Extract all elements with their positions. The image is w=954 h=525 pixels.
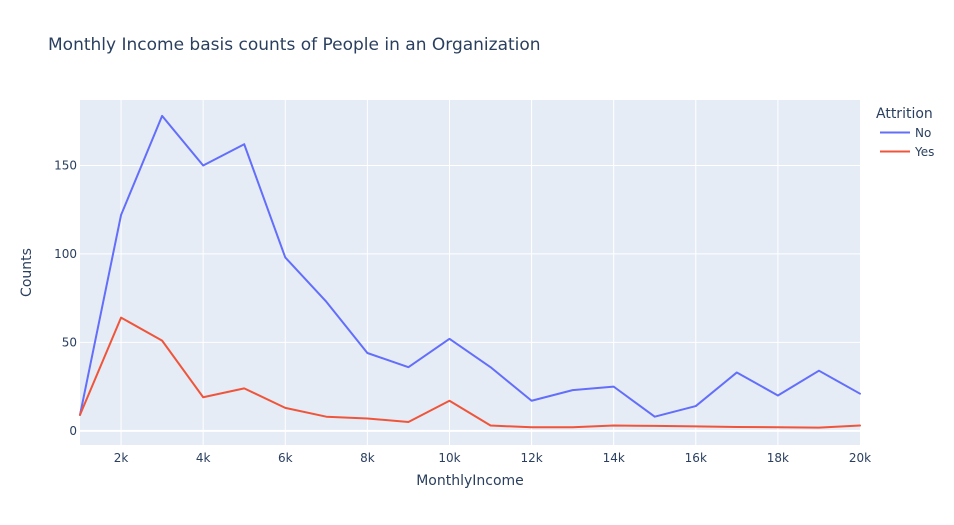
plot-area	[80, 100, 860, 445]
legend-items: No Yes	[880, 126, 934, 159]
y-tick-label: 0	[69, 424, 77, 438]
x-tick-label: 16k	[685, 451, 707, 465]
x-tick-label: 6k	[278, 451, 293, 465]
y-gridlines	[80, 164, 860, 432]
series-line-no	[79, 114, 861, 418]
legend-item-yes[interactable]: Yes	[880, 145, 934, 159]
series-line-yes	[79, 316, 861, 429]
x-tick-label: 8k	[360, 451, 375, 465]
x-axis-ticks: 2k 4k 6k 8k 10k 12k 14k 16k 18k 20k	[114, 451, 871, 465]
legend: Attrition No Yes	[876, 106, 934, 159]
y-tick-label: 50	[62, 335, 77, 349]
x-axis-title: MonthlyIncome	[416, 473, 524, 489]
legend-title: Attrition	[876, 106, 933, 122]
chart-title: Monthly Income basis counts of People in…	[48, 35, 541, 55]
x-tick-label: 18k	[767, 451, 789, 465]
x-tick-label: 4k	[196, 451, 211, 465]
x-tick-label: 10k	[438, 451, 460, 465]
series-layer	[79, 114, 861, 429]
x-tick-label: 14k	[603, 451, 625, 465]
y-axis-title: Counts	[19, 248, 35, 297]
y-axis-ticks: 0 50 100 150	[54, 158, 77, 437]
legend-label: Yes	[914, 145, 934, 159]
x-tick-label: 2k	[114, 451, 129, 465]
y-tick-label: 100	[54, 247, 77, 261]
legend-item-no[interactable]: No	[880, 126, 931, 140]
y-tick-label: 150	[54, 158, 77, 172]
legend-label: No	[915, 126, 931, 140]
x-tick-label: 12k	[520, 451, 542, 465]
x-tick-label: 20k	[849, 451, 871, 465]
